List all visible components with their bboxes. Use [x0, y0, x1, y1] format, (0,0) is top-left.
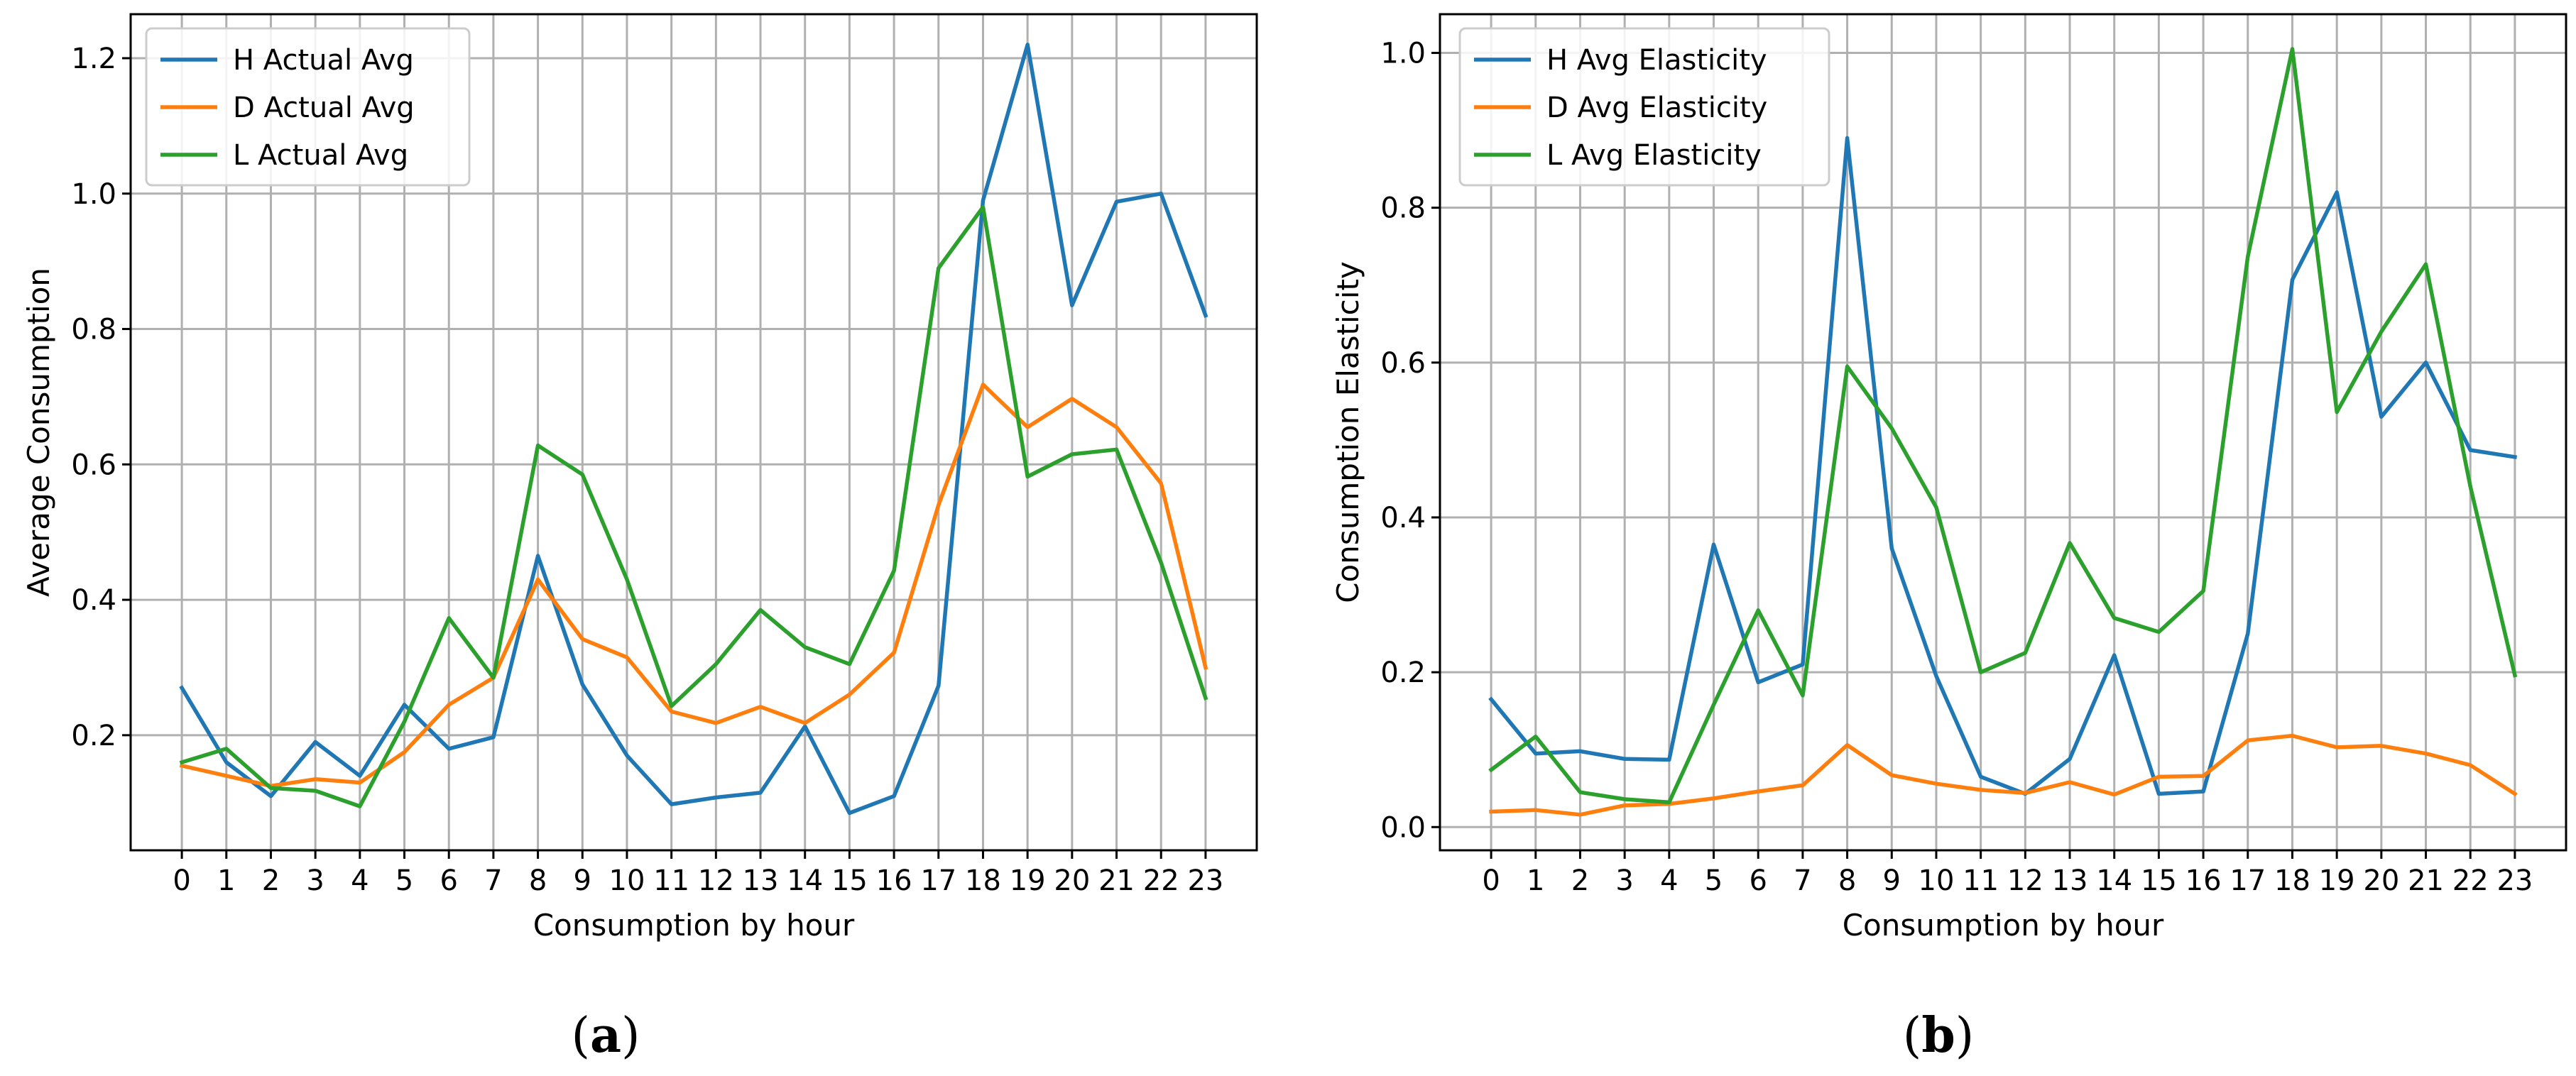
chart-b-x-tick-label-13: 13 — [2052, 864, 2088, 897]
chart-a-legend: H Actual Avg D Actual Avg L Actual Avg — [145, 27, 471, 187]
chart-b-legend-label-2: L Avg Elasticity — [1546, 139, 1762, 172]
chart-a-x-tick-label-9: 9 — [574, 864, 591, 897]
chart-a-x-tick-label-3: 3 — [306, 864, 324, 897]
chart-a-x-tick-label-2: 2 — [262, 864, 280, 897]
chart-b-legend-box — [1458, 27, 1830, 187]
chart-b-y-tick-label-5: 1.0 — [1380, 38, 1426, 70]
chart-b-x-tick-label-14: 14 — [2096, 864, 2132, 897]
chart-a-x-tick-label-22: 22 — [1143, 864, 1179, 897]
chart-a-x-tick-label-19: 19 — [1010, 864, 1046, 897]
chart-a-series-0-line — [179, 43, 1208, 816]
chart-b-x-tick-label-12: 12 — [2007, 864, 2043, 897]
chart-a-x-tick-label-6: 6 — [440, 864, 457, 897]
chart-b-caption-close: ) — [1955, 1008, 1975, 1064]
chart-a-x-tick-label-16: 16 — [876, 864, 912, 897]
chart-b-x-tick-label-19: 19 — [2319, 864, 2355, 897]
chart-b-x-tick-label-21: 21 — [2408, 864, 2444, 897]
chart-a-x-tick-label-18: 18 — [965, 864, 1001, 897]
chart-b-x-tick-label-7: 7 — [1794, 864, 1811, 897]
chart-b-x-tick-label-22: 22 — [2452, 864, 2489, 897]
chart-a-caption-open: ( — [571, 1008, 590, 1064]
chart-b-y-tick-label-0: 0.0 — [1380, 811, 1426, 844]
chart-b-caption: (b) — [1903, 1007, 1975, 1064]
chart-b-caption-letter: b — [1921, 1007, 1955, 1064]
chart-a-x-tick-label-1: 1 — [217, 864, 235, 897]
chart-b-y-tick-label-4: 0.8 — [1380, 192, 1426, 225]
chart-a-x-tick-label-23: 23 — [1187, 864, 1223, 897]
chart-b-x-tick-label-23: 23 — [2496, 864, 2533, 897]
chart-a-x-tick-label-13: 13 — [743, 864, 779, 897]
chart-a-y-tick-label-5: 1.2 — [71, 43, 116, 75]
chart-b-x-tick-label-8: 8 — [1838, 864, 1856, 897]
chart-a-caption-letter: a — [590, 1007, 621, 1064]
chart-b-y-tick-label-2: 0.4 — [1380, 502, 1426, 534]
chart-b-y-axis-label: Consumption Elasticity — [1331, 261, 1365, 603]
chart-a-caption: (a) — [571, 1007, 640, 1064]
chart-a-y-tick-label-1: 0.4 — [71, 584, 116, 617]
chart-a-caption-close: ) — [621, 1008, 640, 1064]
chart-a-x-tick-label-10: 10 — [609, 864, 645, 897]
chart-b-plot-frame — [1439, 13, 2567, 852]
chart-b-series-2-line — [1488, 47, 2518, 805]
chart-a-legend-label-0: H Actual Avg — [233, 44, 414, 77]
chart-b-y-tick-label-3: 0.6 — [1380, 347, 1426, 380]
chart-b-legend-label-1: D Avg Elasticity — [1546, 92, 1767, 124]
chart-a-x-tick-label-14: 14 — [787, 864, 823, 897]
chart-a-x-tick-label-11: 11 — [653, 864, 689, 897]
chart-a-y-tick-label-0: 0.2 — [71, 720, 116, 752]
chart-b-x-tick-label-15: 15 — [2141, 864, 2177, 897]
chart-b-x-tick-label-2: 2 — [1571, 864, 1589, 897]
chart-b-x-tick-label-11: 11 — [1963, 864, 1999, 897]
chart-a-y-axis-label: Average Consumption — [21, 268, 56, 597]
chart-a-plot-frame — [129, 13, 1258, 852]
chart-b-x-tick-label-17: 17 — [2230, 864, 2266, 897]
chart-a-x-tick-label-0: 0 — [173, 864, 190, 897]
chart-a-x-tick-label-5: 5 — [395, 864, 413, 897]
chart-b-series-1-line — [1489, 733, 2518, 817]
chart-a-x-tick-label-17: 17 — [920, 864, 956, 897]
chart-b-y-tick-label-1: 0.2 — [1380, 657, 1426, 689]
chart-b-x-tick-label-9: 9 — [1883, 864, 1901, 897]
chart-b-x-tick-label-1: 1 — [1527, 864, 1544, 897]
chart-b-x-tick-label-16: 16 — [2185, 864, 2222, 897]
chart-b-x-tick-label-3: 3 — [1615, 864, 1633, 897]
chart-b-x-tick-label-18: 18 — [2274, 864, 2310, 897]
chart-b-legend: H Avg Elasticity D Avg Elasticity L Avg El… — [1458, 27, 1830, 187]
chart-a-x-tick-label-20: 20 — [1054, 864, 1090, 897]
chart-a-x-tick-label-12: 12 — [698, 864, 734, 897]
chart-b-caption-open: ( — [1903, 1008, 1922, 1064]
chart-b-series-0-line — [1488, 136, 2518, 796]
chart-b-x-tick-label-10: 10 — [1919, 864, 1955, 897]
chart-a-x-tick-label-21: 21 — [1098, 864, 1135, 897]
chart-a-series-1-line — [179, 383, 1208, 789]
chart-b-x-tick-label-20: 20 — [2363, 864, 2399, 897]
chart-a-x-tick-label-15: 15 — [831, 864, 868, 897]
chart-a-y-tick-label-4: 1.0 — [71, 178, 116, 211]
chart-a-x-tick-label-4: 4 — [351, 864, 369, 897]
chart-b-x-axis-label: Consumption by hour — [1843, 908, 2164, 943]
chart-b-legend-label-0: H Avg Elasticity — [1546, 44, 1767, 77]
chart-b-x-tick-label-6: 6 — [1749, 864, 1767, 897]
chart-b-x-tick-label-4: 4 — [1660, 864, 1678, 897]
chart-b: 0 1 2 3 4 5 6 7 8 9 10 11 12 13 14 15 16 17 18 19 20 21 22 230.… — [1331, 13, 2567, 1064]
chart-a-y-tick-label-2: 0.6 — [71, 449, 116, 481]
chart-a-x-tick-label-8: 8 — [529, 864, 547, 897]
chart-a-x-axis-label: Consumption by hour — [533, 908, 855, 943]
chart-a-y-tick-label-3: 0.8 — [71, 314, 116, 346]
chart-a-legend-label-1: D Actual Avg — [233, 92, 415, 124]
chart-a: 0 1 2 3 4 5 6 7 8 9 10 11 12 13 14 15 16 17 18 19 20 21 22 230.… — [21, 13, 1258, 1064]
chart-b-x-tick-label-5: 5 — [1705, 864, 1723, 897]
chart-b-x-tick-label-0: 0 — [1482, 864, 1500, 897]
chart-a-x-tick-label-7: 7 — [484, 864, 502, 897]
chart-a-legend-label-2: L Actual Avg — [233, 139, 408, 172]
chart-a-legend-box — [145, 27, 471, 187]
chart-a-series-2-line — [179, 205, 1208, 808]
